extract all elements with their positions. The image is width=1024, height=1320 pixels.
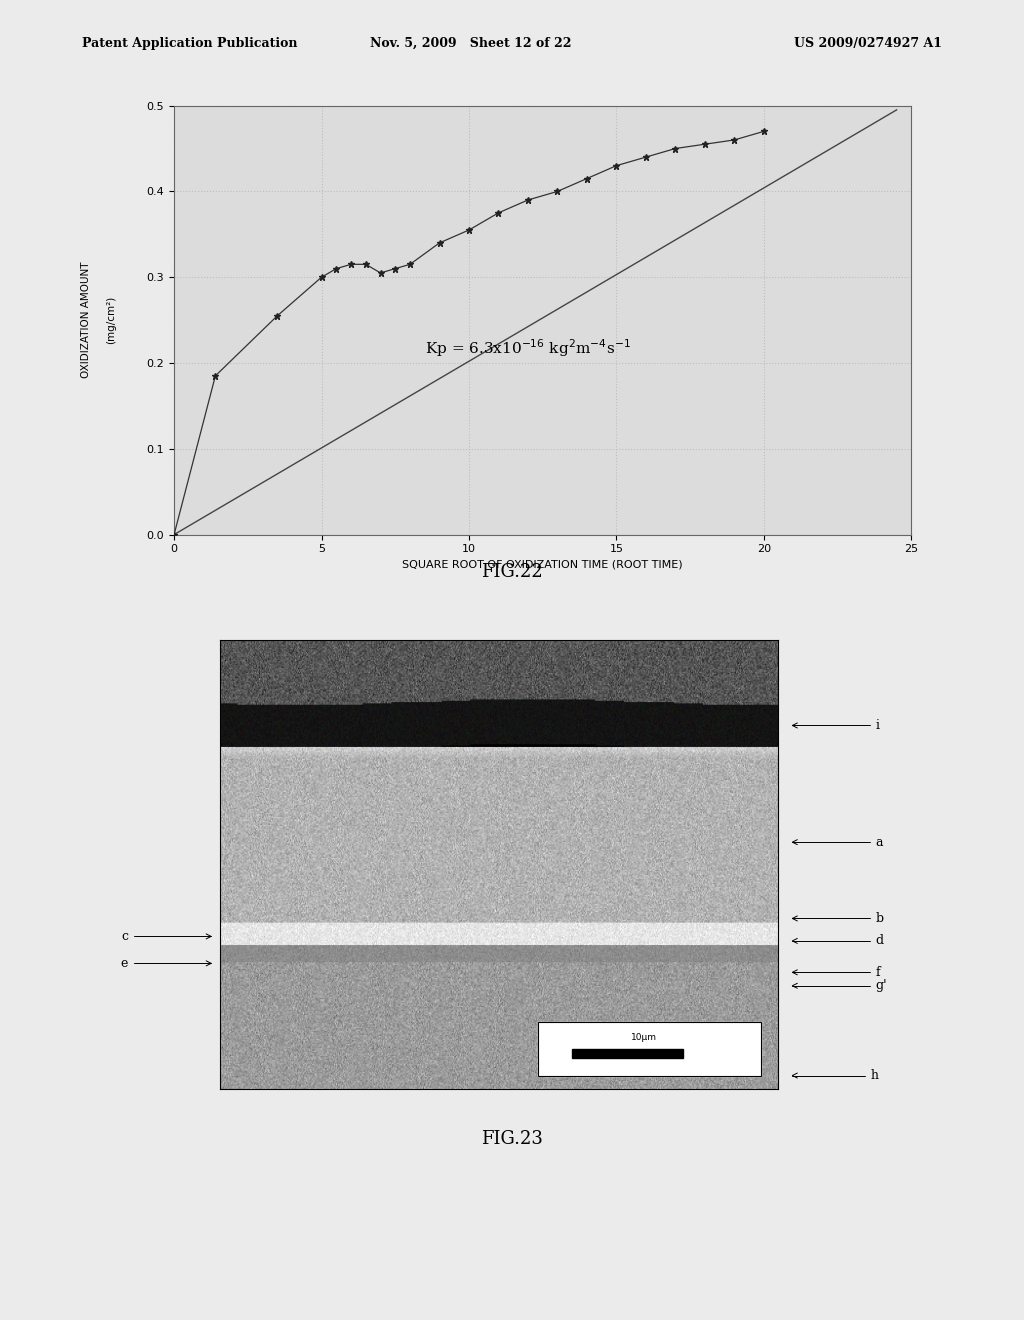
Text: 10μm: 10μm [632, 1032, 657, 1041]
Text: g': g' [793, 979, 887, 993]
Bar [571, 1048, 683, 1057]
Text: i: i [793, 719, 880, 733]
Text: Kp = 6.3x10$^{-16}$ kg$^{2}$m$^{-4}$s$^{-1}$: Kp = 6.3x10$^{-16}$ kg$^{2}$m$^{-4}$s$^{… [425, 338, 631, 359]
Text: FIG.22: FIG.22 [481, 564, 543, 581]
Bar [539, 1022, 762, 1076]
Text: (mg/cm²): (mg/cm²) [106, 296, 117, 345]
Text: OXIDIZATION AMOUNT: OXIDIZATION AMOUNT [81, 261, 90, 379]
Bar [539, 1022, 762, 1076]
Text: Nov. 5, 2009   Sheet 12 of 22: Nov. 5, 2009 Sheet 12 of 22 [371, 37, 571, 50]
Text: FIG.23: FIG.23 [481, 1130, 543, 1147]
Text: e: e [121, 957, 211, 970]
Text: d: d [793, 935, 884, 948]
Text: c: c [121, 929, 211, 942]
Text: US 2009/0274927 A1: US 2009/0274927 A1 [794, 37, 942, 50]
Text: b: b [793, 912, 884, 925]
Text: h: h [793, 1069, 879, 1082]
Text: f: f [793, 966, 881, 979]
Text: Patent Application Publication: Patent Application Publication [82, 37, 297, 50]
X-axis label: SQUARE ROOT OF OXIDIZATION TIME (ROOT TIME): SQUARE ROOT OF OXIDIZATION TIME (ROOT TI… [402, 560, 683, 570]
Text: a: a [793, 836, 883, 849]
